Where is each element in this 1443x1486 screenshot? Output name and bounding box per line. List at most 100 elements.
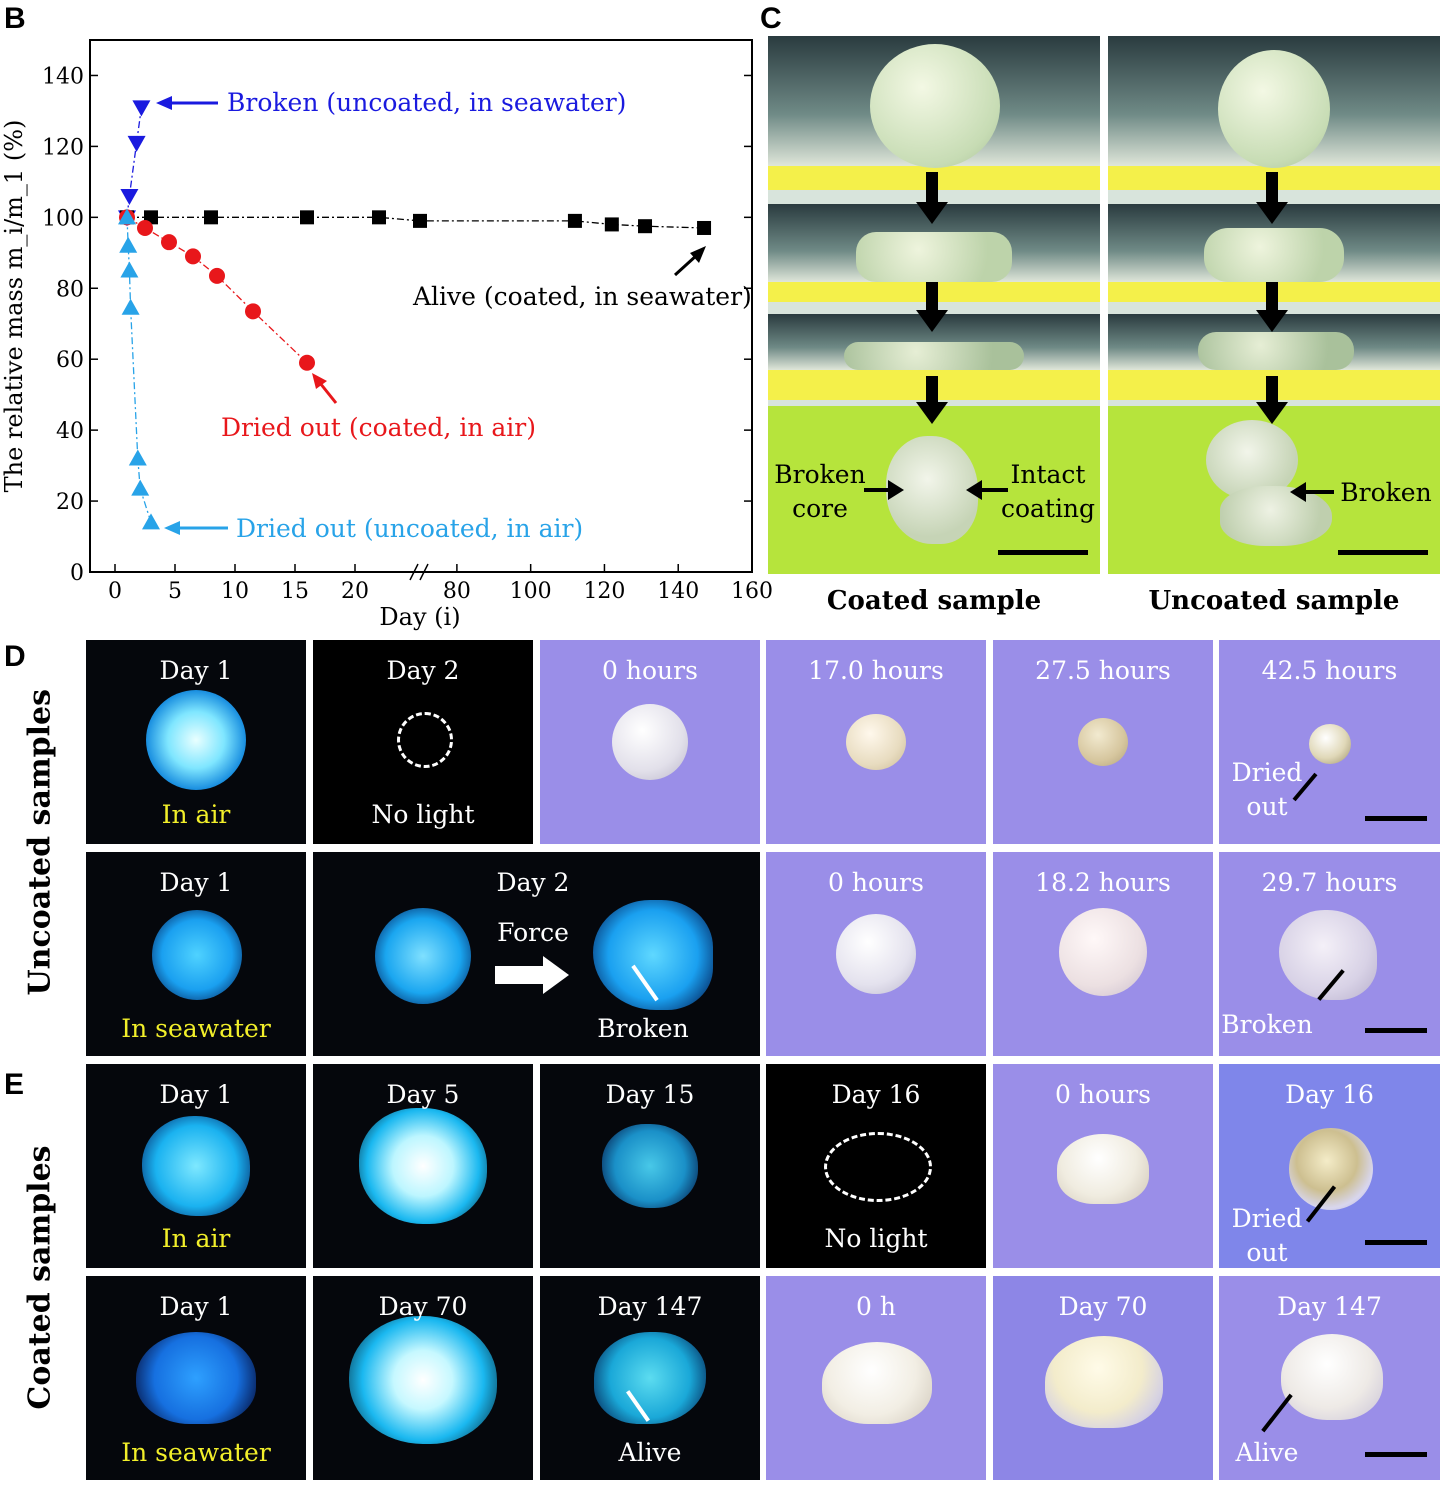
annotation-arrow-black	[673, 246, 706, 277]
tile-d2-day2: Day 2 Force Broken	[313, 852, 760, 1056]
tile-e1-0h: 0 hours	[993, 1064, 1213, 1268]
tile-d1-42h: 42.5 hours Dried out	[1219, 640, 1440, 844]
tile-note: Alive	[1235, 1438, 1299, 1467]
tile-label-top: Day 16	[831, 1080, 921, 1109]
tile-d1-day1: Day 1 In air	[86, 640, 306, 844]
data-point	[567, 213, 582, 228]
data-point	[697, 220, 712, 235]
y-tick-label: 40	[56, 419, 84, 444]
y-tick-label: 80	[56, 277, 84, 302]
annotation-dried-coated-air: Dried out (coated, in air)	[221, 413, 536, 442]
label-intact-coating: Intact coating	[1000, 460, 1096, 523]
tile-label-top: 29.7 hours	[1261, 868, 1398, 897]
data-point	[120, 261, 139, 278]
data-point	[245, 303, 261, 320]
tile-label-top: Day 1	[159, 868, 233, 897]
side-label-uncoated: Uncoated samples	[22, 689, 58, 996]
scale-bar	[1365, 816, 1427, 821]
tile-label-top: 0 hours	[828, 868, 924, 897]
tile-e1-day1: Day 1 In air	[86, 1064, 306, 1268]
tile-e2-day70: Day 70	[313, 1276, 533, 1480]
y-tick-label: 100	[42, 206, 84, 231]
x-tick-label: 80	[443, 579, 471, 604]
series-square	[120, 210, 712, 235]
scale-bar	[1365, 1240, 1427, 1245]
scale-bar	[1338, 550, 1428, 555]
y-tick-label: 20	[56, 490, 84, 515]
uncoated-compression-photo: Broken	[1108, 36, 1440, 574]
data-point	[132, 100, 151, 117]
data-point	[209, 267, 225, 284]
plot-frame	[89, 39, 753, 573]
x-axis-label: Day (i)	[379, 603, 460, 631]
panel-letter-c: C	[760, 2, 782, 35]
tile-label-top: Day 147	[1277, 1292, 1382, 1321]
x-tick-label: 140	[657, 579, 699, 604]
scale-bar	[998, 550, 1088, 555]
series-line	[126, 217, 152, 523]
tile-e2-day70: Day 70	[993, 1276, 1213, 1480]
scale-bar	[1365, 1452, 1427, 1457]
annotation-arrow-blue	[156, 96, 218, 110]
tile-label-bottom: Broken	[597, 1014, 689, 1043]
x-tick-label: 100	[510, 579, 552, 604]
annotation-broken-uncoated-seawater: Broken (uncoated, in seawater)	[227, 88, 626, 117]
tile-note: Dried out	[1231, 758, 1303, 821]
label-broken-core: Broken core	[774, 460, 866, 523]
data-point	[137, 219, 153, 236]
coated-compression-photo: Broken core Intact coating	[768, 36, 1100, 574]
data-point	[638, 219, 653, 234]
tile-d1-day2: Day 2 No light	[313, 640, 533, 844]
panel-letter-b: B	[4, 2, 26, 35]
tile-label-top: Day 1	[159, 1080, 233, 1109]
x-tick-label: 5	[168, 579, 182, 604]
tile-label-bottom: In air	[161, 1224, 231, 1253]
data-point	[118, 208, 136, 225]
x-tick-label: 0	[108, 579, 122, 604]
tile-label-top: 0 hours	[602, 656, 698, 685]
tile-d2-18h: 18.2 hours	[993, 852, 1213, 1056]
series-line	[126, 216, 308, 364]
data-point	[127, 135, 146, 152]
caption-coated-sample: Coated sample	[826, 586, 1042, 616]
data-point	[119, 236, 138, 253]
series-line	[126, 107, 143, 218]
x-tick-label: 10	[221, 579, 249, 604]
x-tick-label: 20	[341, 579, 369, 604]
tile-e2-day1: Day 1 In seawater	[86, 1276, 306, 1480]
tile-label-bottom: No light	[371, 800, 475, 829]
x-tick-label: 15	[281, 579, 309, 604]
tile-label-top: 0 h	[856, 1292, 896, 1321]
annotation-alive-coated-seawater: Alive (coated, in seawater)	[412, 282, 752, 311]
data-point	[299, 354, 315, 371]
tile-label-top: Day 2	[496, 868, 570, 897]
data-point	[161, 234, 177, 251]
tile-d2-0h: 0 hours	[766, 852, 986, 1056]
scale-bar	[1365, 1028, 1427, 1033]
series-circle	[119, 209, 315, 371]
panel-letter-d: D	[4, 640, 26, 673]
annotation-arrow-red	[312, 373, 338, 404]
tile-label-top: Day 5	[386, 1080, 460, 1109]
tile-label-top: Day 15	[605, 1080, 695, 1109]
series-layer	[118, 100, 712, 530]
tile-e1-day15: Day 15	[540, 1064, 760, 1268]
tile-label-top: 17.0 hours	[808, 656, 944, 685]
y-tick-label: 0	[70, 561, 84, 586]
tile-e2-0h: 0 h	[766, 1276, 986, 1480]
tile-e1-day5: Day 5	[313, 1064, 533, 1268]
y-axis-ticks: 0 20 40 60 80 100 120 140	[42, 64, 752, 586]
data-point	[413, 213, 427, 228]
side-label-coated: Coated samples	[22, 1145, 58, 1410]
data-point	[131, 479, 150, 496]
data-point	[128, 449, 147, 466]
x-tick-label: 120	[583, 579, 625, 604]
tile-note: Broken	[1221, 1010, 1313, 1039]
data-point	[185, 248, 201, 265]
mass-chart: 0 20 40 60 80 100 120 140 0 5 10 15 20 80 100 120 140 16…	[0, 39, 773, 631]
data-point	[142, 513, 160, 530]
tile-label-top: 27.5 hours	[1035, 656, 1171, 685]
tile-label-top: Day 147	[597, 1292, 703, 1321]
tile-label-force: Force	[497, 918, 569, 947]
tile-d2-29h: 29.7 hours Broken	[1219, 852, 1440, 1056]
